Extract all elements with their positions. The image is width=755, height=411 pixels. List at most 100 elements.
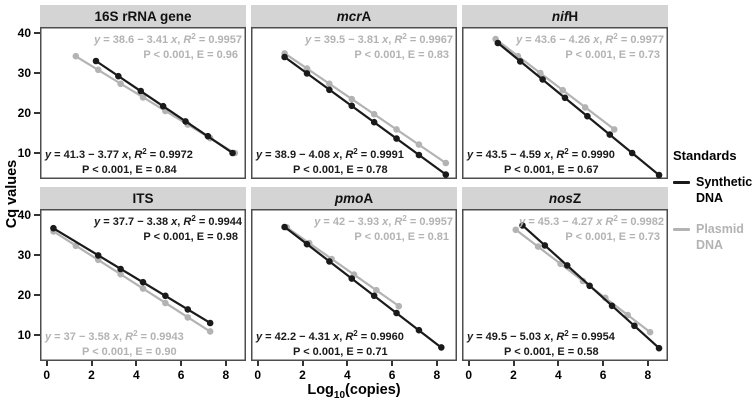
x-tick-label: 2: [88, 368, 95, 382]
data-point-synthetic: [584, 112, 591, 120]
data-point-synthetic: [370, 292, 378, 300]
plot-its: y = 37 − 3.58 x, R2 = 0.9943 P < 0.001, E…: [40, 209, 246, 361]
data-point-plasmid: [415, 141, 423, 148]
panel-title-part: H: [568, 8, 579, 24]
x-axis-label-subscript: 10: [333, 389, 346, 401]
facet-strip-mcra: mcr A: [251, 5, 457, 27]
facet-strip-nosz: nos Z: [462, 187, 668, 209]
panel-16s-rrna-gene: 16S rRNA gene y = 38.6 − 3.41 x, R2 = 0.9…: [40, 5, 246, 179]
data-point-plasmid: [646, 328, 654, 336]
x-tick-label: 4: [132, 368, 140, 382]
panel-title-part: A: [363, 190, 374, 206]
data-point-synthetic: [184, 306, 192, 313]
legend-item-plasmid: Plasmid DNA: [673, 222, 755, 253]
data-point-synthetic: [442, 171, 450, 178]
equation-plasmid: y = 45.3 − 4.27 x R2 = 0.9982: [518, 214, 664, 228]
data-point-plasmid: [395, 302, 403, 310]
legend-title: Standards: [673, 148, 737, 163]
x-tick-mark: [646, 361, 649, 366]
regression-line-plasmid: [494, 38, 615, 131]
x-tick-mark: [467, 361, 470, 366]
y-tick-mark: [34, 32, 40, 34]
y-tick-mark: [34, 254, 40, 256]
x-tick-mark: [391, 361, 394, 366]
panel-title-part: ITS: [132, 190, 154, 206]
data-point-synthetic: [539, 76, 546, 83]
x-tick-label: 2: [510, 368, 517, 382]
data-point-plasmid: [162, 299, 169, 307]
data-point-synthetic: [139, 278, 147, 286]
data-point-plasmid: [326, 80, 333, 88]
equation-synthetic: y = 42.2 − 4.31 x, R2 = 0.9960: [255, 329, 404, 343]
data-point-plasmid: [534, 243, 542, 250]
x-tick-label: 6: [599, 368, 607, 382]
stats-synthetic: P < 0.001, E = 0.67: [504, 164, 599, 176]
x-tick-label: 0: [43, 368, 51, 382]
data-point-plasmid: [184, 314, 192, 321]
x-tick-mark: [224, 361, 227, 366]
equation-plasmid: y = 43.6 − 4.26 x, R2 = 0.9977: [515, 32, 664, 46]
stats-synthetic: P < 0.001, E = 0.71: [293, 346, 388, 358]
panel-title-part: pmo: [334, 190, 364, 206]
plot-nifh: y = 43.6 − 4.26 x, R2 = 0.9977 P < 0.001,…: [462, 27, 668, 179]
data-point-synthetic: [563, 262, 571, 269]
data-point-synthetic: [281, 53, 288, 61]
regression-line-synthetic: [52, 227, 211, 324]
data-point-plasmid: [610, 126, 618, 133]
panel-title-part: A: [361, 8, 372, 24]
x-axis-label-pre: Log: [307, 382, 334, 398]
data-point-synthetic: [303, 70, 311, 77]
y-tick-mark: [34, 334, 40, 336]
stats-plasmid: P < 0.001, E = 0.73: [565, 49, 660, 61]
data-point-synthetic: [393, 135, 400, 142]
data-point-synthetic: [370, 118, 378, 126]
x-tick-mark: [135, 361, 138, 366]
x-tick-label: 0: [465, 368, 473, 382]
x-tick-mark: [90, 361, 93, 366]
data-point-plasmid: [348, 95, 356, 103]
equation-synthetic: y = 37.7 − 3.38 x, R2 = 0.9944: [93, 214, 243, 228]
data-point-synthetic: [415, 326, 423, 334]
panel-title-part: 16S rRNA gene: [94, 8, 192, 24]
panel-title-part: nos: [548, 190, 573, 206]
equation-plasmid: y = 39.5 − 3.81 x, R2 = 0.9967: [304, 32, 453, 46]
facet-strip-16s-rrna-gene: 16S rRNA gene: [40, 5, 246, 27]
equation-synthetic: y = 49.5 − 5.03 x, R2 = 0.9954: [466, 329, 616, 343]
facet-strip-its: ITS: [40, 187, 246, 209]
data-point-plasmid: [206, 328, 214, 335]
data-point-synthetic: [159, 102, 167, 110]
data-point-plasmid: [72, 242, 80, 250]
y-tick-label: 10: [17, 146, 31, 160]
data-point-plasmid: [393, 126, 400, 133]
data-point-synthetic: [115, 72, 122, 80]
y-tick-label: 40: [17, 208, 31, 222]
data-point-plasmid: [117, 270, 124, 278]
y-tick-label: 30: [17, 248, 31, 262]
x-tick-mark: [435, 361, 438, 366]
panel-border: [40, 27, 246, 179]
stats-synthetic: P < 0.001, E = 0.98: [143, 231, 238, 243]
equation-synthetic: y = 41.3 − 3.77 x, R2 = 0.9972: [44, 147, 193, 161]
stats-plasmid: P < 0.001, E = 0.90: [82, 346, 177, 358]
data-point-synthetic: [655, 344, 663, 352]
data-point-plasmid: [72, 52, 80, 60]
facet-grid: 16S rRNA gene y = 38.6 − 3.41 x, R2 = 0.9…: [40, 5, 668, 361]
y-tick-mark: [34, 152, 40, 154]
data-point-synthetic: [494, 39, 502, 47]
x-tick-label: 8: [644, 368, 652, 382]
regression-line-plasmid: [286, 226, 400, 307]
data-point-synthetic: [586, 282, 593, 290]
equation-synthetic: y = 38.9 − 4.08 x, R2 = 0.9991: [255, 147, 404, 161]
x-tick-mark: [180, 361, 183, 366]
x-tick-label: 8: [433, 368, 441, 382]
equation-plasmid: y = 38.6 − 3.41 x, R2 = 0.9957: [93, 32, 242, 46]
stats-plasmid: P < 0.001, E = 0.81: [354, 231, 449, 243]
data-point-plasmid: [117, 80, 124, 88]
plot-16s-rrna-gene: y = 38.6 − 3.41 x, R2 = 0.9957 P < 0.001,…: [40, 27, 246, 179]
y-tick-label: 40: [17, 26, 31, 40]
data-point-plasmid: [139, 285, 147, 292]
data-point-synthetic: [516, 58, 524, 65]
